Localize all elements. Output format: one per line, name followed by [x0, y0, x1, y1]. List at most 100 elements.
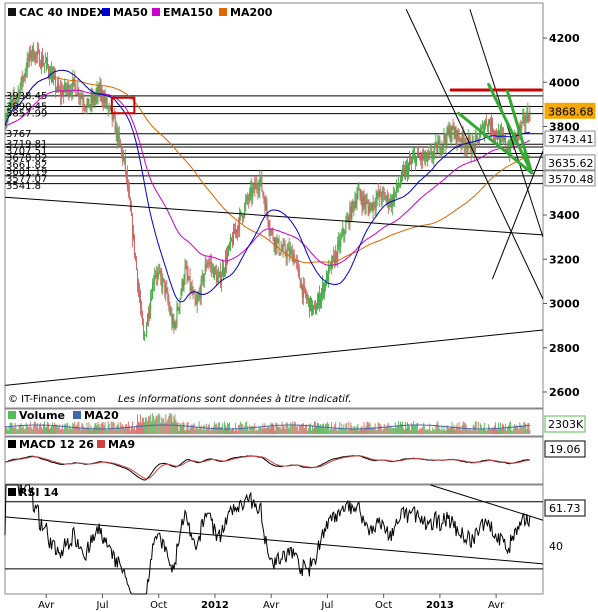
volume-bar	[465, 424, 467, 434]
candle-body	[486, 124, 488, 127]
volume-bar	[330, 428, 332, 434]
volume-bar	[434, 429, 436, 434]
ema150-line	[5, 89, 531, 266]
volume-bar	[89, 429, 91, 434]
candle-body	[41, 56, 43, 66]
candle-body	[262, 190, 264, 195]
candle-body	[385, 198, 387, 201]
value-tag-label: 3570.48	[548, 173, 594, 186]
candle-body	[97, 89, 99, 96]
volume-bar	[425, 429, 427, 434]
volume-bar	[436, 422, 438, 434]
candle-body	[488, 120, 490, 125]
candle-body	[189, 276, 191, 291]
candle-body	[295, 260, 297, 262]
candle-body	[43, 63, 45, 65]
candle-body	[358, 188, 360, 191]
value-tag-box	[544, 154, 596, 171]
volume-bar	[122, 425, 124, 434]
volume-bar	[361, 425, 363, 434]
candle-body	[313, 305, 315, 307]
volume-bar	[10, 422, 12, 434]
volume-bar	[135, 424, 137, 434]
rsi-lines	[4, 484, 544, 595]
candle-body	[447, 128, 449, 134]
volume-bar	[429, 423, 431, 434]
volume-bar	[93, 426, 95, 434]
candle-body	[300, 284, 302, 288]
volume-bar	[414, 424, 416, 434]
volume-bar	[58, 427, 60, 434]
candle-body	[51, 70, 53, 83]
candle-body	[515, 133, 517, 135]
volume-bar	[396, 425, 398, 434]
candle-body	[319, 294, 321, 306]
volume-bar	[247, 426, 249, 434]
candle-body	[449, 128, 451, 140]
volume-bar	[370, 427, 372, 434]
volume-bar	[443, 426, 445, 434]
volume-bar	[190, 424, 192, 434]
candle-body	[193, 292, 195, 294]
candle-body	[484, 120, 486, 127]
volume-bar	[419, 428, 421, 434]
ma200-line	[5, 76, 531, 264]
volume-bar	[243, 428, 245, 434]
volume-bar	[128, 425, 130, 434]
candle-body	[411, 161, 413, 163]
candle-body	[432, 157, 434, 159]
x-tick-label: 2013	[426, 600, 454, 611]
level-label: 3601.19	[6, 167, 47, 178]
y-tick-label: 3000	[549, 298, 580, 311]
candle-body	[479, 130, 481, 138]
level-label: 3767	[6, 129, 31, 140]
volume-bar	[80, 429, 82, 434]
volume-bar	[279, 426, 281, 434]
volume-bar	[312, 428, 314, 434]
candle-body	[130, 210, 132, 216]
volume-bar	[196, 426, 198, 434]
candle-body	[341, 234, 343, 238]
volume-bar	[399, 421, 401, 434]
chart-legend: CAC 40 INDEX MA50 EMA150 MA200	[8, 6, 273, 19]
level-label: 3707.51	[6, 146, 47, 157]
candle-body	[233, 228, 235, 245]
candle-body	[288, 247, 290, 256]
legend-ema150-label: EMA150	[163, 6, 213, 19]
candle-body	[30, 53, 32, 59]
volume-bar	[96, 425, 98, 434]
candle-body	[470, 151, 472, 155]
volume-bar	[8, 426, 10, 434]
volume-bar	[499, 428, 501, 434]
candle-body	[135, 258, 137, 270]
volume-bar	[27, 426, 29, 434]
candle-body	[451, 125, 453, 135]
volume-bar	[322, 423, 324, 434]
candle-body	[487, 120, 489, 127]
volume-bar	[47, 423, 49, 434]
price-panel-frame	[4, 2, 544, 409]
volume-bar	[503, 424, 505, 434]
volume-bar	[470, 430, 472, 434]
volume-bar	[422, 426, 424, 434]
volume-bar	[231, 429, 233, 434]
candle-body	[403, 169, 405, 177]
volume-bar	[237, 430, 239, 434]
volume-bar	[374, 423, 376, 434]
candle-body	[320, 298, 322, 306]
candle-body	[115, 127, 117, 134]
volume-bar	[36, 422, 38, 434]
volume-bar	[53, 424, 55, 434]
candle-body	[150, 299, 152, 312]
volume-bar	[474, 421, 476, 434]
volume-bar	[167, 418, 169, 434]
candle-body	[373, 202, 375, 207]
legend-ma9-swatch	[97, 440, 105, 448]
volume-bar	[359, 429, 361, 434]
x-tick-label: Oct	[375, 600, 392, 611]
volume-bar	[175, 419, 177, 434]
candle-body	[191, 287, 193, 294]
candle-body	[311, 306, 313, 312]
candle-body	[108, 106, 110, 108]
volume-bar	[376, 429, 378, 434]
